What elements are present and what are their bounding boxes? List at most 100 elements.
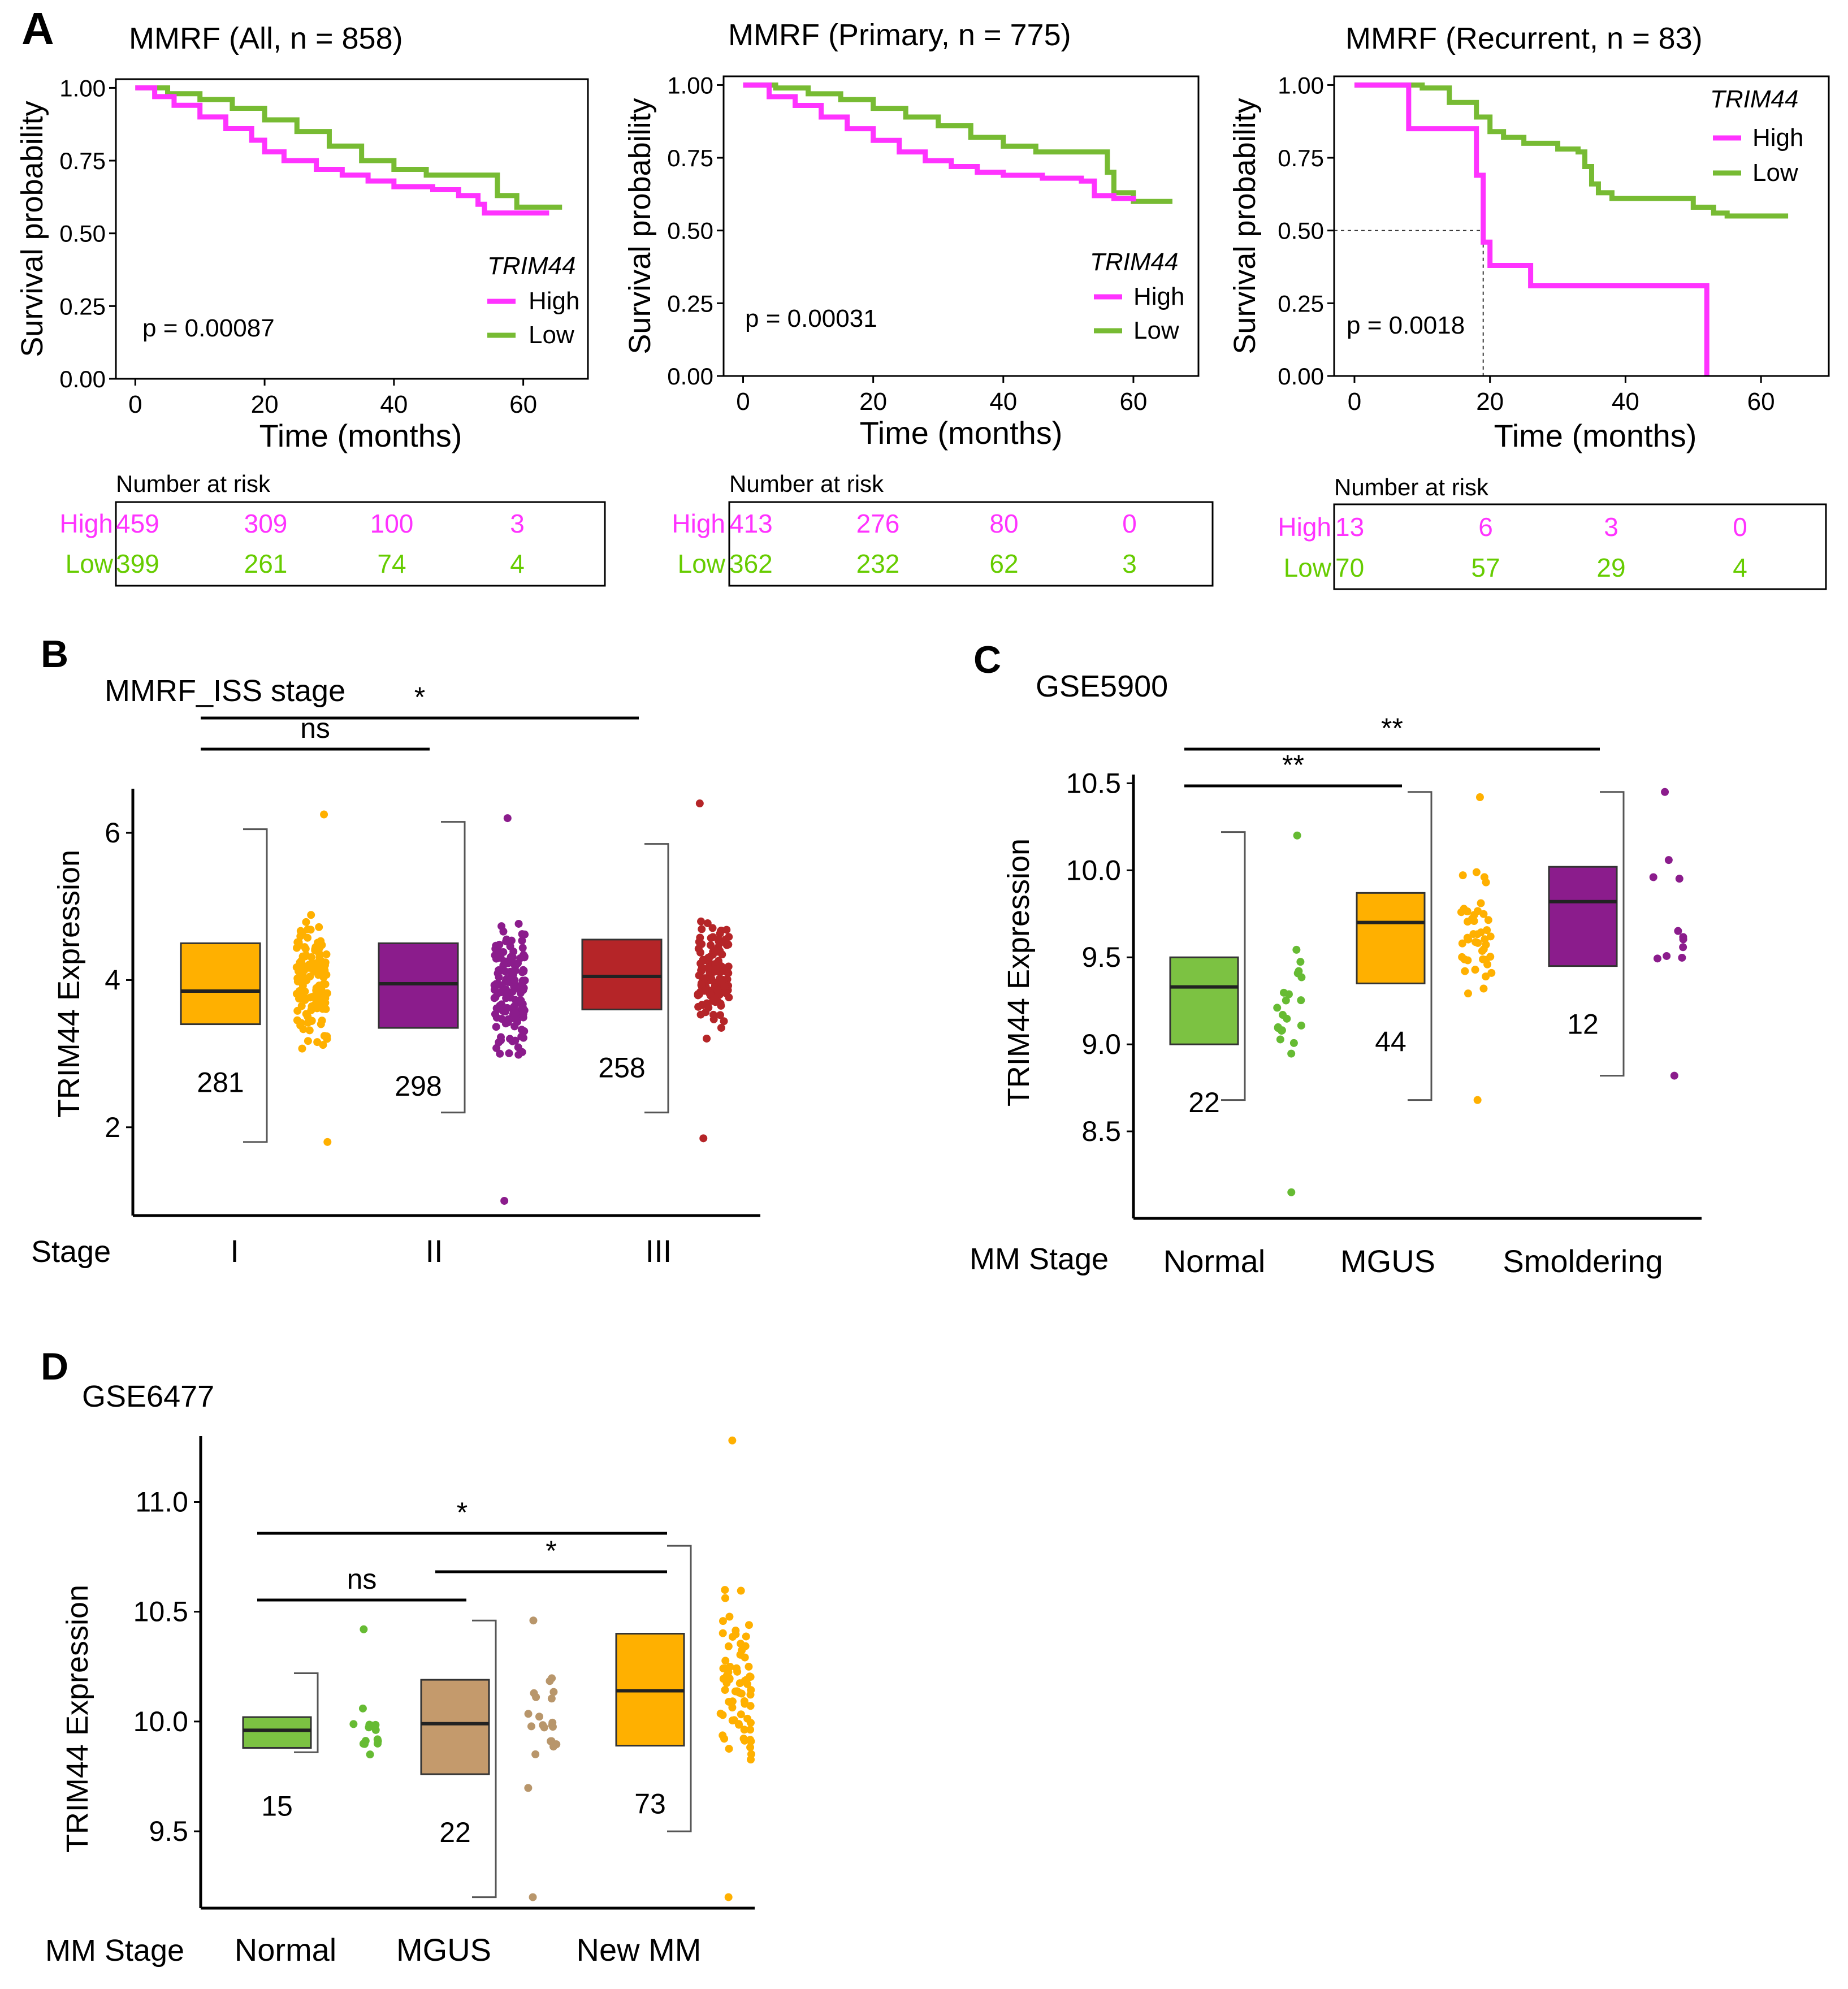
data-point bbox=[514, 1043, 522, 1052]
y-tick-label: 9.5 bbox=[149, 1815, 188, 1847]
risk-value: 57 bbox=[1471, 553, 1500, 582]
x-axis-label: Time (months) bbox=[860, 415, 1063, 451]
y-axis-label: Survival probability bbox=[15, 101, 49, 357]
data-point bbox=[492, 1023, 500, 1031]
y-tick-label: 10.0 bbox=[1066, 854, 1121, 886]
data-point bbox=[516, 996, 525, 1004]
survival-curve-low bbox=[1354, 82, 1789, 219]
risk-label-low: Low bbox=[678, 549, 726, 578]
significance-label: ns bbox=[347, 1563, 377, 1595]
data-point bbox=[1483, 926, 1491, 935]
data-point bbox=[497, 1015, 506, 1023]
x-axis-label: Time (months) bbox=[259, 418, 462, 453]
y-tick-label: 10.0 bbox=[133, 1706, 188, 1737]
risk-label-low: Low bbox=[66, 549, 114, 578]
data-point bbox=[495, 949, 503, 958]
data-point bbox=[349, 1720, 358, 1728]
data-point bbox=[739, 1735, 748, 1743]
data-point bbox=[1477, 899, 1485, 907]
data-point bbox=[320, 1032, 328, 1040]
y-tick-label: 0.50 bbox=[1278, 218, 1324, 244]
y-axis-label: Survival probability bbox=[623, 98, 657, 354]
whisker-bracket bbox=[1408, 791, 1432, 1101]
box-normal bbox=[1169, 956, 1239, 1045]
data-point bbox=[707, 941, 715, 949]
whisker-bracket bbox=[1600, 791, 1625, 1077]
box-mgus bbox=[1356, 892, 1426, 984]
panel-label-a: A bbox=[21, 3, 54, 54]
data-point bbox=[743, 1714, 752, 1723]
y-tick-label: 0.50 bbox=[59, 220, 106, 247]
group-count: 22 bbox=[439, 1817, 471, 1848]
data-point bbox=[737, 1710, 745, 1719]
data-point bbox=[734, 1720, 743, 1728]
data-point bbox=[741, 1700, 749, 1708]
y-axis-label: Survival probability bbox=[1228, 98, 1262, 354]
data-point bbox=[305, 1026, 314, 1035]
risk-value: 4 bbox=[510, 549, 525, 578]
data-point bbox=[725, 1745, 733, 1753]
group-count: 281 bbox=[197, 1067, 244, 1099]
data-point bbox=[713, 986, 722, 994]
data-point bbox=[747, 1737, 755, 1745]
data-point bbox=[728, 1697, 737, 1706]
data-point bbox=[510, 982, 518, 991]
data-point bbox=[499, 1007, 508, 1015]
data-point bbox=[304, 1037, 312, 1045]
data-point bbox=[1293, 969, 1302, 978]
data-point bbox=[704, 964, 712, 972]
x-tick-label: 20 bbox=[859, 388, 887, 416]
data-point bbox=[524, 1710, 533, 1718]
box-title: GSE5900 bbox=[1036, 669, 1168, 703]
data-point bbox=[361, 1737, 370, 1745]
data-point bbox=[1458, 953, 1466, 961]
legend-high-label: High bbox=[529, 287, 580, 315]
risk-value: 3 bbox=[1604, 512, 1618, 542]
risk-value: 362 bbox=[729, 549, 773, 578]
risk-table-title: Number at risk bbox=[116, 470, 271, 497]
data-point bbox=[703, 1034, 711, 1043]
x-category-label: I bbox=[230, 1233, 239, 1269]
data-point bbox=[724, 1642, 733, 1650]
data-point bbox=[1479, 984, 1488, 993]
data-point bbox=[527, 1722, 535, 1731]
data-point bbox=[518, 968, 526, 976]
data-point bbox=[519, 1010, 527, 1018]
risk-value: 459 bbox=[116, 509, 159, 538]
group-count: 44 bbox=[1375, 1026, 1406, 1057]
risk-value: 80 bbox=[989, 509, 1018, 538]
y-tick-label: 0.25 bbox=[1278, 290, 1324, 317]
data-point bbox=[1479, 910, 1488, 918]
x-axis-label: Time (months) bbox=[1494, 418, 1697, 453]
data-point bbox=[301, 996, 309, 1004]
data-point bbox=[697, 917, 706, 926]
p-value: p = 0.00031 bbox=[745, 305, 877, 332]
box-mgus bbox=[420, 1679, 490, 1775]
data-point bbox=[297, 957, 306, 965]
group-count: 22 bbox=[1188, 1087, 1220, 1118]
data-point bbox=[699, 1134, 708, 1143]
data-point bbox=[548, 1721, 556, 1729]
km-title: MMRF (All, n = 858) bbox=[129, 21, 403, 55]
x-category-label: MGUS bbox=[1340, 1243, 1435, 1279]
legend-title: TRIM44 bbox=[487, 252, 575, 280]
data-point bbox=[1653, 954, 1661, 963]
data-point bbox=[696, 948, 704, 957]
data-point bbox=[1297, 996, 1305, 1005]
risk-value: 0 bbox=[1122, 509, 1137, 538]
legend-title: TRIM44 bbox=[1710, 85, 1798, 113]
data-point bbox=[549, 1688, 558, 1696]
data-point bbox=[719, 1629, 727, 1637]
data-point bbox=[307, 953, 315, 961]
data-point bbox=[698, 925, 706, 933]
data-point bbox=[721, 1664, 730, 1673]
data-point bbox=[1297, 1021, 1305, 1030]
y-tick-label: 0.00 bbox=[667, 363, 713, 390]
y-tick-label: 2 bbox=[105, 1112, 120, 1143]
y-tick-label: 0.00 bbox=[1278, 363, 1324, 390]
data-point bbox=[304, 933, 312, 942]
data-point bbox=[371, 1726, 380, 1734]
data-point bbox=[521, 976, 529, 985]
data-point bbox=[1293, 831, 1301, 840]
data-point bbox=[711, 946, 720, 954]
